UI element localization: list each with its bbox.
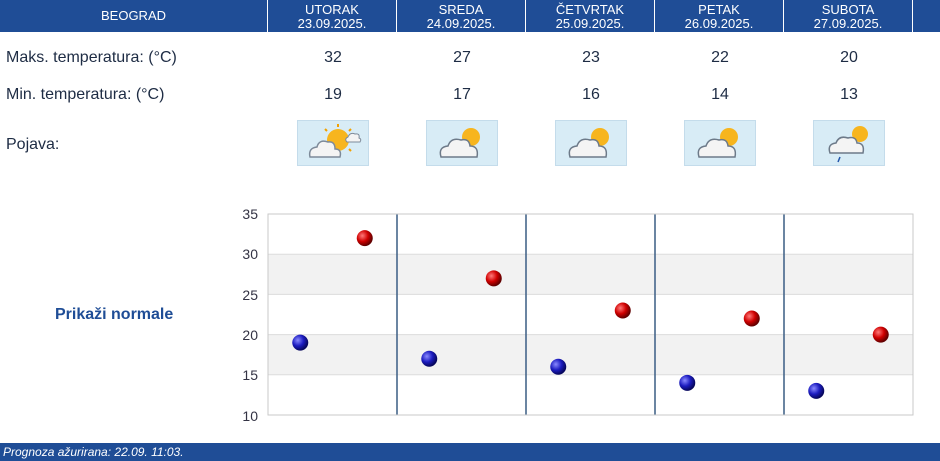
min-temp-value: 19 [324,86,342,103]
day-date: 27.09.2025. [813,16,883,31]
y-tick-label: 15 [242,367,258,383]
max-temp-point [872,326,889,343]
max-temp-point [614,302,631,319]
max-temp-point [485,270,502,287]
max-temp-label: Maks. temperatura: (°C) [6,49,177,66]
partly-cloudy-light-rain-icon [813,120,885,166]
min-temp-value: 17 [453,86,471,103]
day-date: 26.09.2025. [684,16,754,31]
day-header-2: SREDA 24.09.2025. [397,0,526,32]
plot-band [268,334,913,375]
day-name: PETAK [698,2,740,17]
day-name: SREDA [438,2,484,17]
day-header-1: UTORAK 23.09.2025. [268,0,397,32]
plot-frame [267,213,914,416]
max-temp-value: 22 [711,49,729,66]
min-temp-point [808,382,825,399]
y-tick-label: 10 [242,408,258,424]
max-temp-value: 20 [840,49,858,66]
update-timestamp: Prognoza ažurirana: 22.09. 11:03. [3,445,184,459]
min-temp-point [679,374,696,391]
city-name: BEOGRAD [0,0,268,32]
forecast-header: BEOGRAD UTORAK 23.09.2025. SREDA 24.09.2… [0,0,940,32]
max-temp-point [356,230,373,247]
partly-cloudy-icon [426,120,498,166]
day-date: 24.09.2025. [426,16,496,31]
max-temp-point [743,310,760,327]
min-temp-point [292,334,309,351]
min-temp-value: 13 [840,86,858,103]
max-temp-value: 27 [453,49,471,66]
y-tick-label: 25 [242,287,258,303]
day-date: 23.09.2025. [297,16,367,31]
max-temp-value: 32 [324,49,342,66]
min-temp-value: 14 [711,86,729,103]
day-name: UTORAK [305,2,359,17]
day-name: SUBOTA [821,2,875,17]
max-temp-value: 23 [582,49,600,66]
update-footer: Prognoza ažurirana: 22.09. 11:03. [0,443,940,461]
min-temp-point [550,358,567,375]
sun-behind-cloud-icon [297,120,369,166]
plot-band [268,254,913,295]
partly-cloudy-icon [684,120,756,166]
min-temp-value: 16 [582,86,600,103]
y-tick-label: 20 [242,327,258,343]
y-tick-label: 35 [242,206,258,222]
min-temp-label: Min. temperatura: (°C) [6,86,165,103]
day-name: ČETVRTAK [555,2,625,17]
day-header-3: ČETVRTAK 25.09.2025. [526,0,655,32]
day-header-4: PETAK 26.09.2025. [655,0,784,32]
day-date: 25.09.2025. [555,16,625,31]
min-temp-point [421,350,438,367]
partly-cloudy-icon [555,120,627,166]
day-header-5: SUBOTA 27.09.2025. [784,0,913,32]
show-normals-link[interactable]: Prikaži normale [55,306,174,323]
phenomenon-label: Pojava: [6,136,60,153]
y-tick-label: 30 [242,246,258,262]
